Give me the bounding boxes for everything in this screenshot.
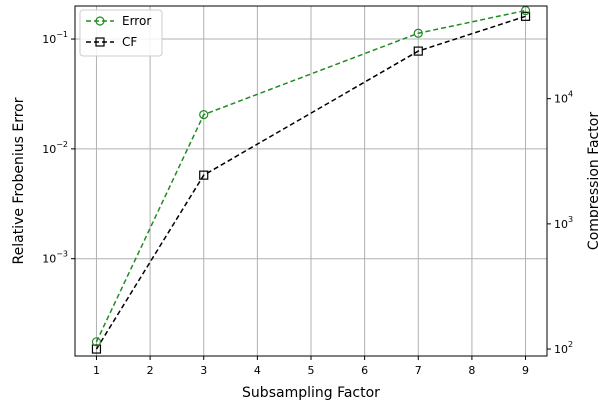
data-point-cf [413, 46, 423, 56]
data-point-error [91, 337, 102, 347]
x-tick-label: 5 [308, 364, 315, 377]
left-y-tick-label: 10−2 [42, 140, 68, 156]
right-axis-title: Compression Factor [586, 112, 598, 250]
series-line-cf [95, 15, 526, 350]
data-point-error [199, 110, 209, 120]
x-tick-label: 6 [361, 364, 368, 377]
x-tick-label: 1 [93, 364, 100, 377]
left-axis-title: Relative Frobenius Error [11, 97, 27, 264]
x-axis: 1 2 3 4 5 6 7 8 9 [93, 356, 529, 377]
data-point-cf [91, 344, 102, 354]
left-y-tick-label: 10−3 [42, 250, 68, 266]
right-y-axis: 102 103 104 [547, 90, 573, 356]
legend-label-error: Error [122, 14, 151, 28]
legend: Error CF [79, 9, 163, 57]
data-point-cf [199, 170, 209, 180]
grid-layer [75, 6, 547, 356]
left-y-axis: 10−3 10−2 10−1 [42, 30, 75, 266]
x-tick-label: 2 [147, 364, 154, 377]
x-tick-label: 4 [254, 364, 261, 377]
legend-frame [79, 9, 163, 57]
legend-label-cf: CF [122, 35, 137, 49]
right-y-tick-label: 104 [554, 90, 573, 106]
left-y-tick-label: 10−1 [42, 30, 68, 46]
legend-marker-cf [95, 37, 105, 47]
x-tick-label: 8 [468, 364, 475, 377]
x-tick-label: 3 [200, 364, 207, 377]
x-tick-label: 7 [415, 364, 422, 377]
right-y-tick-label: 102 [554, 340, 573, 356]
legend-marker-error [95, 16, 105, 26]
x-axis-title: Subsampling Factor [242, 385, 380, 400]
data-point-error [413, 28, 423, 38]
x-tick-label: 9 [522, 364, 529, 377]
data-point-cf [520, 11, 531, 21]
right-y-tick-label: 103 [554, 215, 573, 231]
